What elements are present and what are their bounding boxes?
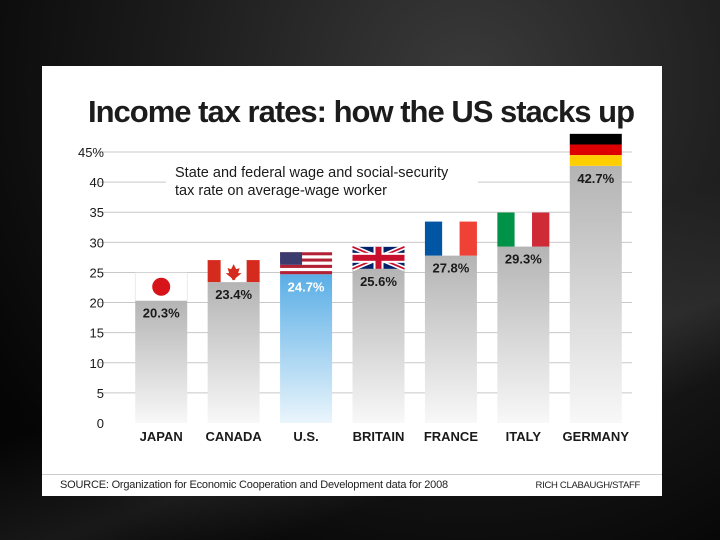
maple-leaf-icon	[225, 264, 242, 281]
x-tick-label: JAPAN	[140, 429, 183, 444]
y-tick-label: 45%	[78, 145, 104, 160]
bar-france	[424, 255, 477, 423]
us-flag-stripe	[280, 264, 333, 268]
canada-flag-icon	[207, 260, 260, 283]
italy-flag-icon	[497, 212, 550, 247]
france-flag-white	[442, 221, 460, 256]
y-tick-label: 15	[90, 326, 104, 341]
japan-flag-icon	[134, 272, 188, 302]
y-tick-label: 40	[90, 175, 104, 190]
france-flag-red	[459, 221, 477, 256]
bar-britain	[352, 268, 405, 423]
y-tick-label: 0	[97, 416, 104, 431]
italy-flag-red	[532, 212, 550, 247]
x-tick-label: U.S.	[293, 429, 318, 444]
italy-flag-white	[514, 212, 533, 247]
credit-line: RICH CLABAUGH/STAFF	[535, 480, 641, 491]
x-tick-label: BRITAIN	[353, 429, 405, 444]
subtitle-line: tax rate on average-wage worker	[175, 183, 387, 199]
data-label: 42.7%	[577, 171, 614, 186]
us-flag-stripe	[280, 261, 333, 265]
britain-flag-cross-red-h	[352, 254, 405, 261]
us-flag-stripe	[280, 255, 333, 259]
data-label: 20.3%	[143, 306, 180, 321]
footer: SOURCE: Organization for Economic Cooper…	[42, 474, 662, 496]
us-flag-stripe	[280, 258, 333, 262]
chart-subtitle: State and federal wage and social-securi…	[166, 159, 478, 201]
bar-chart: 0 5 10 15 20 25 30 35 40 45% 20.3% JAPAN 23.4% CANADA…	[78, 133, 632, 444]
france-flag-icon	[424, 221, 477, 256]
japan-flag-sun	[152, 277, 171, 296]
us-flag-stripe	[280, 271, 333, 275]
data-label: 25.6%	[360, 274, 397, 289]
x-tick-label: ITALY	[506, 429, 542, 444]
france-flag-blue	[424, 221, 443, 256]
source-note: SOURCE: Organization for Economic Cooper…	[60, 479, 448, 491]
y-tick-label: 30	[90, 235, 104, 250]
germany-flag-gold	[569, 155, 622, 166]
x-tick-label: CANADA	[205, 429, 262, 444]
germany-flag-black	[569, 133, 622, 145]
bar-italy	[497, 246, 550, 423]
bar-japan	[135, 300, 188, 423]
canada-flag-band-right	[246, 260, 260, 283]
subtitle-line: State and federal wage and social-securi…	[175, 165, 449, 181]
us-flag-canton	[280, 252, 303, 265]
germany-flag-icon	[569, 133, 622, 166]
bar-us	[280, 274, 333, 423]
data-label: 27.8%	[432, 261, 469, 276]
us-flag-icon	[280, 252, 333, 275]
x-tick-label: GERMANY	[563, 429, 630, 444]
data-label: 24.7%	[288, 279, 325, 294]
bar-germany	[569, 165, 622, 423]
canada-flag-band-left	[207, 260, 221, 283]
y-tick-label: 10	[90, 356, 104, 371]
britain-flag-icon	[351, 244, 406, 272]
germany-flag-red	[569, 144, 622, 156]
chart-card: Income tax rates: how the US stacks up 0…	[42, 66, 662, 496]
italy-flag-green	[497, 212, 515, 247]
us-flag-stripe	[280, 252, 333, 256]
data-label: 29.3%	[505, 252, 542, 267]
x-tick-label: FRANCE	[424, 429, 478, 444]
y-tick-label: 5	[97, 386, 104, 401]
subtitle-background	[166, 159, 478, 201]
y-tick-label: 25	[90, 265, 104, 280]
y-tick-label: 35	[90, 205, 104, 220]
us-flag-stripe	[280, 267, 333, 272]
y-tick-label: 20	[90, 296, 104, 311]
data-label: 23.4%	[215, 287, 252, 302]
bar-canada	[207, 282, 260, 423]
chart-title: Income tax rates: how the US stacks up	[88, 94, 635, 129]
